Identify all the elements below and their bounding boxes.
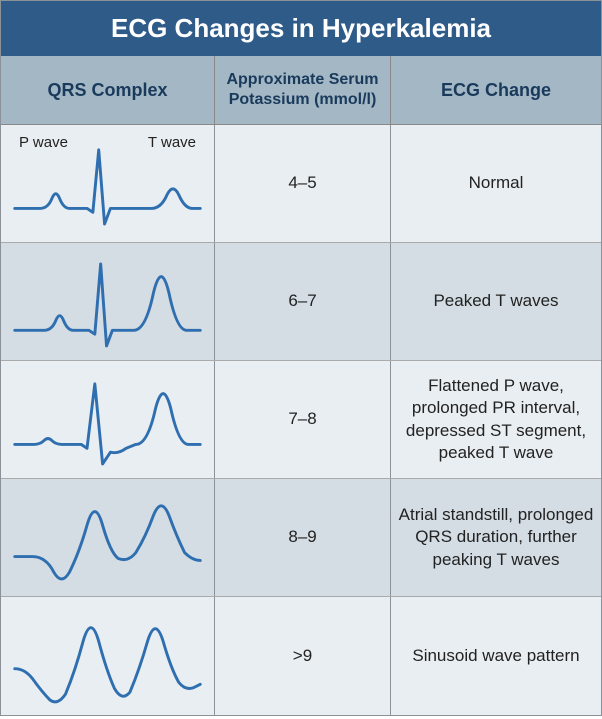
table-row: 6–7Peaked T waves	[1, 243, 601, 361]
potassium-value: 6–7	[215, 243, 391, 360]
table-row: 7–8Flattened P wave, prolonged PR interv…	[1, 361, 601, 479]
table-row: 8–9Atrial standstill, prolonged QRS dura…	[1, 479, 601, 597]
header-qrs: QRS Complex	[1, 56, 215, 124]
qrs-waveform-cell: P wave T wave	[1, 125, 215, 242]
t-wave-label: T wave	[148, 133, 196, 153]
wave-labels: P wave T wave	[1, 133, 214, 153]
ecg-change-description: Atrial standstill, prolonged QRS duratio…	[391, 479, 601, 596]
qrs-waveform-cell	[1, 597, 215, 715]
ecg-change-description: Flattened P wave, prolonged PR interval,…	[391, 361, 601, 478]
ecg-waveform-icon	[5, 365, 210, 475]
qrs-waveform-cell	[1, 479, 215, 596]
header-potassium: Approximate Serum Potassium (mmol/l)	[215, 56, 391, 124]
potassium-value: >9	[215, 597, 391, 715]
qrs-waveform-cell	[1, 361, 215, 478]
ecg-waveform-icon	[5, 601, 210, 711]
ecg-waveform-icon	[5, 247, 210, 357]
ecg-hyperkalemia-table: ECG Changes in Hyperkalemia QRS Complex …	[0, 0, 602, 716]
potassium-value: 4–5	[215, 125, 391, 242]
ecg-change-description: Peaked T waves	[391, 243, 601, 360]
header-change: ECG Change	[391, 56, 601, 124]
header-row: QRS Complex Approximate Serum Potassium …	[1, 56, 601, 125]
potassium-value: 8–9	[215, 479, 391, 596]
ecg-change-description: Normal	[391, 125, 601, 242]
potassium-value: 7–8	[215, 361, 391, 478]
ecg-waveform-icon	[5, 483, 210, 593]
table-row: P wave T wave 4–5Normal	[1, 125, 601, 243]
qrs-waveform-cell	[1, 243, 215, 360]
table-title: ECG Changes in Hyperkalemia	[1, 1, 601, 56]
p-wave-label: P wave	[19, 133, 68, 153]
ecg-change-description: Sinusoid wave pattern	[391, 597, 601, 715]
table-row: >9Sinusoid wave pattern	[1, 597, 601, 715]
